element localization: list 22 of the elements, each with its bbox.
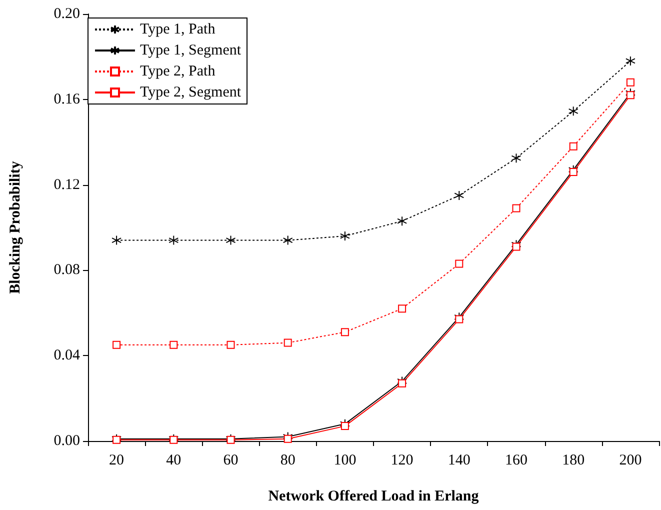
legend-label: Type 1, Path [140,22,216,38]
x-tick-label: 120 [390,452,414,468]
x-tick-label: 80 [280,452,296,468]
x-axis-title: Network Offered Load in Erlang [268,488,480,504]
x-tick-label: 60 [223,452,238,468]
y-tick-label: 0.16 [54,91,80,108]
y-tick-label: 0.12 [54,176,80,193]
x-tick-label: 20 [109,452,124,468]
y-tick-label: 0.00 [54,433,80,449]
y-axis-title: Blocking Probability [8,160,24,294]
x-tick-label: 100 [334,452,356,468]
legend-label: Type 2, Segment [140,84,242,100]
x-tick-label: 40 [166,452,182,468]
x-tick-label: 140 [448,452,470,468]
legend-label: Type 1, Segment [140,42,242,58]
x-tick-label: 160 [505,452,528,468]
y-tick-label: 0.04 [54,348,80,364]
legend-label: Type 2, Path [140,64,216,80]
x-tick-label: 200 [619,452,642,468]
y-tick-label: 0.20 [54,6,80,22]
y-tick-label: 0.08 [54,262,80,278]
x-tick-label: 180 [562,452,585,468]
